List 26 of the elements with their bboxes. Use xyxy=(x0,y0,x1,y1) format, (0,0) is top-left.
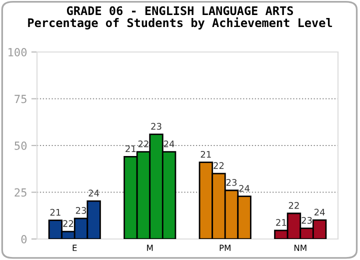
text: 24 xyxy=(164,140,174,148)
text: 21 xyxy=(200,150,211,158)
text: 22 xyxy=(288,202,299,209)
x-tick-label: PM xyxy=(220,244,230,251)
y-tick-label: 100 xyxy=(8,48,27,56)
y-tick-label: 75 xyxy=(14,94,26,104)
text: 23 xyxy=(226,178,237,186)
text: 24 xyxy=(314,208,325,216)
text: 24 xyxy=(239,184,250,192)
y-tick-label: 25 xyxy=(14,188,26,197)
x-tick-label: E xyxy=(72,244,77,251)
x-tick-label: M xyxy=(147,244,153,251)
text: 23 xyxy=(302,216,312,224)
text: 21 xyxy=(50,208,60,216)
y-tick-label: 0 xyxy=(21,235,27,244)
series-label: 23 xyxy=(76,207,86,214)
chart-title: GRADE 06 - ENGLISH LANGUAGE ARTS Percentage of Students by Achievement Level xyxy=(28,6,332,30)
y-tick-label: 50 xyxy=(14,142,27,150)
x-tick-label: NM xyxy=(294,244,306,251)
series-label: 24 xyxy=(88,190,100,196)
text: 22 xyxy=(138,140,148,148)
text: 23 xyxy=(151,122,162,130)
text: 21 xyxy=(276,219,286,226)
series-label: 21 xyxy=(126,145,136,152)
series-label: 22 xyxy=(214,162,224,169)
text: 22 xyxy=(63,220,74,227)
